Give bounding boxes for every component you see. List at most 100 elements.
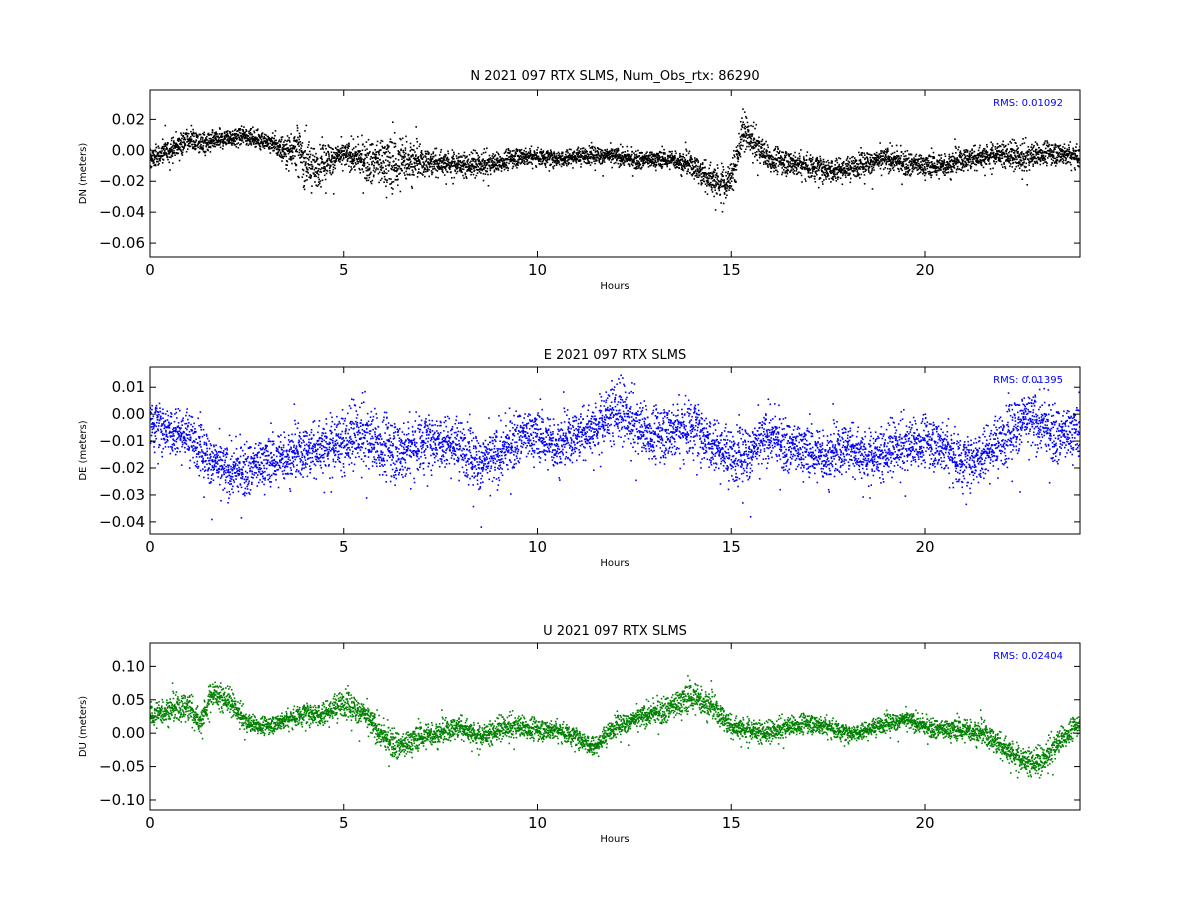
data-point [891, 152, 894, 155]
data-point [440, 148, 443, 151]
data-point [516, 163, 519, 166]
data-point [409, 146, 412, 149]
data-point [736, 154, 739, 156]
data-point [204, 150, 207, 153]
data-point [286, 149, 288, 152]
data-point [514, 155, 516, 158]
data-point [161, 138, 164, 141]
data-point [646, 155, 648, 157]
data-point [472, 164, 474, 167]
data-point [579, 153, 582, 156]
data-point [328, 157, 331, 160]
data-point [691, 158, 693, 160]
data-point [430, 170, 433, 172]
data-point [300, 147, 302, 150]
data-point [482, 179, 485, 182]
data-point [612, 157, 614, 160]
data-point [302, 169, 305, 172]
data-point [523, 149, 526, 152]
data-point [710, 171, 712, 174]
data-point [161, 155, 164, 158]
data-point [557, 159, 559, 162]
data-point [245, 128, 247, 131]
data-point [709, 175, 712, 178]
data-point [200, 143, 202, 146]
data-point [190, 124, 193, 127]
data-point [206, 135, 208, 138]
data-point [324, 166, 326, 168]
data-point [544, 157, 547, 160]
data-point [258, 134, 261, 137]
data-point [800, 163, 803, 166]
data-point [403, 167, 406, 169]
data-point [201, 139, 204, 141]
data-point [189, 141, 191, 143]
data-point [478, 160, 480, 162]
data-point [647, 159, 650, 162]
data-point [326, 159, 329, 162]
data-point [229, 132, 231, 134]
data-point [901, 183, 903, 186]
data-point [164, 143, 166, 146]
data-point [230, 138, 233, 140]
data-point [393, 132, 396, 134]
data-point [514, 153, 517, 155]
data-point [860, 160, 862, 163]
data-point [640, 168, 642, 170]
data-point [766, 163, 769, 165]
data-point [394, 157, 397, 160]
data-point [332, 166, 335, 168]
data-point [215, 131, 217, 133]
data-point [919, 165, 922, 168]
data-point [455, 157, 458, 160]
data-point [639, 157, 642, 159]
data-point [323, 165, 325, 168]
data-point [454, 160, 456, 163]
data-point [583, 152, 586, 154]
data-point [339, 152, 342, 154]
data-point [435, 169, 437, 172]
data-point [457, 159, 459, 162]
data-point [568, 154, 571, 156]
data-point [162, 152, 165, 154]
data-point [181, 141, 184, 144]
data-point [207, 141, 210, 144]
data-point [389, 140, 391, 143]
data-point [304, 179, 307, 182]
data-point [772, 158, 775, 160]
data-point [685, 154, 688, 157]
data-point [178, 138, 180, 141]
data-point [196, 144, 198, 147]
data-point [352, 138, 355, 140]
data-point [785, 175, 788, 178]
data-point [402, 161, 404, 164]
data-point [781, 163, 784, 165]
data-point [576, 151, 579, 154]
data-point [916, 167, 918, 169]
data-point [283, 152, 286, 154]
data-point [355, 151, 358, 154]
data-point [751, 152, 754, 155]
data-point [653, 161, 656, 164]
data-point [656, 159, 659, 161]
data-point [649, 164, 651, 167]
data-point [663, 158, 666, 161]
data-point [701, 163, 704, 166]
data-point [456, 165, 459, 167]
data-point [307, 162, 309, 165]
data-point [591, 147, 594, 150]
data-point [372, 151, 374, 154]
data-point [751, 135, 753, 138]
data-point [353, 165, 356, 167]
data-point [733, 155, 736, 158]
data-point [652, 153, 654, 156]
data-point [363, 145, 366, 148]
data-point [806, 168, 809, 170]
data-point [242, 135, 245, 138]
data-point [314, 171, 317, 173]
data-point [479, 162, 482, 164]
data-point [813, 162, 815, 164]
data-point [686, 172, 688, 175]
data-point [385, 185, 387, 188]
data-point [177, 146, 180, 148]
